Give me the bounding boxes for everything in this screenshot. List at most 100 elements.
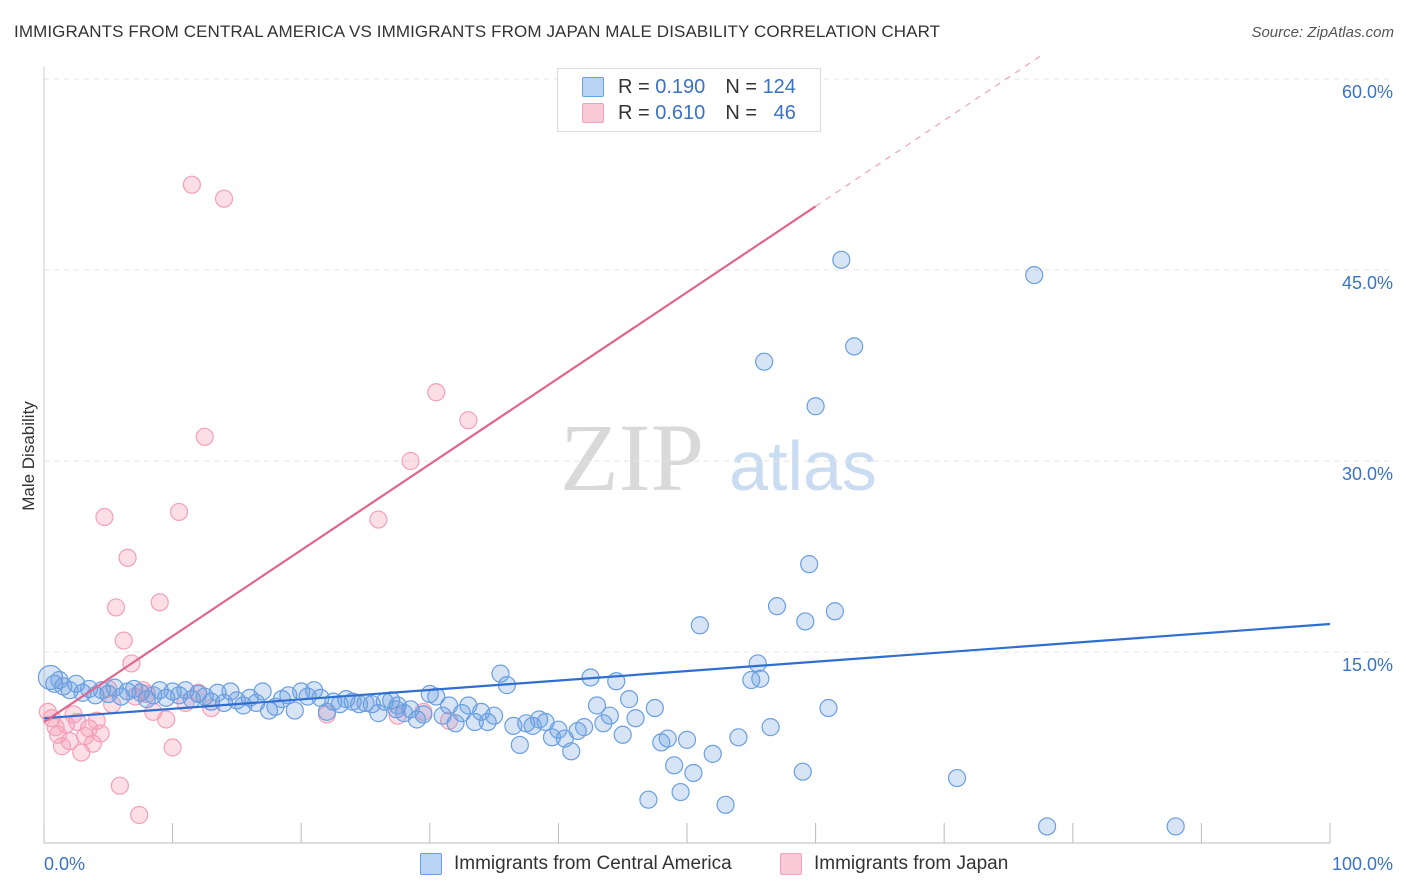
point-japan	[95, 507, 114, 527]
point-central-america	[748, 654, 767, 673]
point-central-america	[671, 782, 690, 802]
point-japan	[195, 427, 214, 446]
legend-row-central-america: R = 0.190 N = 124	[582, 74, 796, 100]
x-tick-labels: 0.0% 100.0%	[44, 854, 1393, 874]
bottom-legend-japan: Immigrants from Japan	[780, 851, 1008, 877]
legend-r-label: R =	[618, 101, 650, 124]
point-central-america	[549, 720, 568, 739]
point-central-america	[452, 704, 472, 723]
gridlines	[44, 78, 1394, 653]
point-central-america	[947, 768, 967, 788]
y-tick-label: 45.0%	[1342, 273, 1393, 293]
point-central-america	[684, 763, 703, 783]
point-central-america	[1025, 265, 1044, 285]
point-central-america	[832, 250, 851, 269]
point-japan	[163, 738, 182, 757]
point-central-america	[767, 597, 787, 616]
point-central-america	[369, 704, 388, 723]
point-central-america	[620, 690, 639, 709]
point-japan	[83, 734, 102, 753]
point-japan	[169, 502, 189, 522]
point-japan	[110, 776, 129, 795]
legend-r-value: 0.190	[655, 75, 706, 98]
point-central-america	[600, 706, 619, 725]
point-central-america	[729, 728, 748, 747]
legend-n-value: 124	[762, 75, 796, 98]
watermark-zip: ZIP	[560, 404, 704, 511]
bottom-legend-swatch-pink	[780, 853, 802, 875]
point-japan	[214, 189, 234, 208]
y-tick-label: 15.0%	[1342, 655, 1393, 675]
legend-row-japan: R = 0.610 N = 46	[582, 100, 796, 126]
point-japan	[369, 510, 388, 529]
point-central-america	[658, 729, 677, 748]
point-central-america	[542, 728, 562, 747]
point-central-america	[221, 682, 240, 701]
point-central-america	[626, 709, 645, 728]
point-central-america	[253, 682, 272, 701]
point-central-america	[1166, 817, 1185, 836]
point-central-america	[414, 705, 433, 724]
y-tick-labels: 15.0% 30.0% 45.0% 60.0%	[1342, 82, 1393, 675]
y-tick-label: 60.0%	[1342, 82, 1393, 102]
point-central-america	[806, 397, 825, 416]
point-japan	[118, 548, 137, 567]
point-central-america	[587, 696, 607, 715]
point-central-america	[285, 701, 304, 720]
point-central-america	[639, 790, 658, 809]
x-tick-label: 0.0%	[44, 854, 85, 874]
point-central-america	[703, 744, 722, 763]
axes	[43, 67, 1331, 844]
point-japan	[79, 719, 99, 738]
point-central-america	[751, 669, 770, 688]
point-japan	[427, 383, 446, 402]
point-central-america	[510, 735, 529, 755]
point-japan	[459, 411, 478, 430]
legend-r-value: 0.610	[655, 101, 706, 124]
point-central-america	[793, 762, 812, 781]
point-central-america	[677, 730, 697, 749]
point-central-america	[796, 612, 815, 631]
watermark: ZIP atlas	[560, 404, 877, 511]
y-tick-label: 30.0%	[1342, 464, 1393, 484]
bottom-legend-label: Immigrants from Japan	[814, 853, 1009, 874]
point-central-america	[800, 555, 819, 574]
point-central-america	[819, 698, 838, 718]
point-central-america	[208, 683, 227, 702]
point-japan	[130, 805, 149, 825]
point-central-america	[761, 718, 780, 737]
point-central-america	[665, 756, 684, 775]
y-axis-label: Male Disability	[19, 401, 38, 511]
trend-line-central-america	[43, 622, 1331, 720]
legend-n-label: N =	[725, 75, 757, 98]
point-japan	[114, 631, 133, 650]
point-central-america	[594, 714, 613, 733]
point-central-america	[485, 706, 504, 725]
point-central-america	[387, 700, 406, 719]
point-japan	[150, 593, 169, 612]
point-central-america	[562, 742, 581, 761]
point-japan	[401, 451, 420, 471]
point-japan	[106, 598, 126, 617]
point-central-america	[613, 725, 632, 744]
point-central-america	[845, 337, 864, 356]
point-japan	[157, 710, 176, 729]
point-japan	[49, 725, 68, 744]
point-central-america	[755, 352, 774, 371]
trend-lines	[43, 53, 1331, 723]
chart-title: IMMIGRANTS FROM CENTRAL AMERICA VS IMMIG…	[14, 22, 941, 41]
point-central-america	[690, 616, 709, 635]
legend-n-label: N =	[725, 101, 757, 124]
trend-line-japan	[43, 205, 817, 723]
point-central-america	[825, 602, 844, 621]
point-central-america	[575, 718, 594, 737]
legend-swatch-pink	[582, 103, 604, 123]
point-japan	[182, 175, 201, 194]
point-japan	[91, 724, 110, 743]
source-label: Source: ZipAtlas.com	[1251, 24, 1394, 41]
point-central-america	[427, 687, 446, 706]
x-tick-label: 100.0%	[1332, 854, 1393, 874]
bottom-legend-swatch-blue	[420, 853, 442, 875]
point-central-america	[716, 795, 735, 814]
